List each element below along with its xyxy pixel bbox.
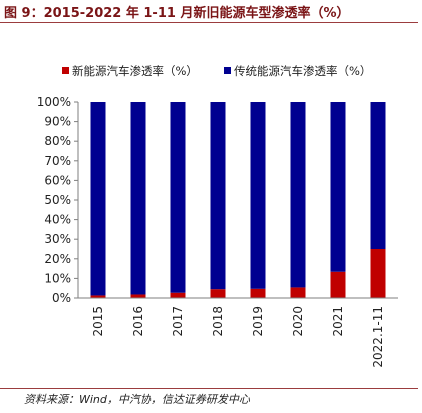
bar-new-energy-2016: [130, 294, 146, 298]
x-tick-label: 2018: [211, 306, 225, 337]
y-tick-label: 30%: [44, 232, 71, 246]
y-tick-label: 10%: [44, 271, 71, 285]
bar-traditional-2017: [170, 102, 186, 293]
y-tick-label: 100%: [37, 95, 71, 109]
bar-traditional-2018: [210, 102, 226, 290]
source-rule: [0, 388, 418, 389]
legend: 新能源汽车渗透率（%） 传统能源汽车渗透率（%）: [62, 64, 371, 78]
y-tick-label: 0%: [52, 291, 71, 305]
y-tick-label: 80%: [44, 134, 71, 148]
bar-traditional-2016: [130, 102, 146, 295]
legend-swatch-traditional: [224, 67, 231, 74]
title-rule: [0, 22, 418, 23]
y-tick-label: 40%: [44, 213, 71, 227]
bar-traditional-2020: [290, 102, 306, 288]
x-tick-label: 2021: [331, 306, 345, 337]
legend-label-new-energy: 新能源汽车渗透率（%）: [72, 64, 198, 78]
x-tick-label: 2017: [171, 306, 185, 337]
y-tick-label: 20%: [44, 252, 71, 266]
chart-title: 图 9：2015-2022 年 1-11 月新旧能源车型渗透率（%）: [4, 6, 350, 21]
bar-new-energy-2015: [90, 295, 106, 298]
x-tick-label: 2022.1-11: [371, 306, 385, 368]
x-axis: 2015 2016 2017 2018 2019 2020 2021 2022.1-11: [78, 297, 398, 368]
bar-traditional-2015: [90, 102, 106, 296]
bar-new-energy-2018: [210, 289, 226, 298]
bar-traditional-2019: [250, 102, 266, 289]
source-note: 资料来源：Wind，中汽协，信达证券研发中心: [24, 393, 250, 406]
y-tick-label: 70%: [44, 154, 71, 168]
bar-new-energy-2017: [170, 292, 186, 298]
bars: [90, 102, 386, 298]
x-tick-label: 2020: [291, 306, 305, 337]
y-tick-label: 60%: [44, 173, 71, 187]
y-tick-label: 50%: [44, 193, 71, 207]
bar-traditional-2022.1-11: [370, 102, 386, 249]
x-tick-label: 2015: [91, 306, 105, 337]
bar-new-energy-2021: [330, 271, 346, 298]
x-tick-label: 2019: [251, 306, 265, 337]
y-tick-label: 90%: [44, 115, 71, 129]
bar-new-energy-2020: [290, 287, 306, 298]
legend-swatch-new-energy: [62, 67, 69, 74]
bar-new-energy-2019: [250, 288, 266, 298]
legend-label-traditional: 传统能源汽车渗透率（%）: [234, 64, 371, 78]
bar-traditional-2021: [330, 102, 346, 272]
bar-new-energy-2022.1-11: [370, 249, 386, 298]
x-tick-label: 2016: [131, 306, 145, 337]
y-axis: 0% 10% 20% 30% 40% 50% 60% 70% 80% 90% 100%: [37, 95, 79, 305]
